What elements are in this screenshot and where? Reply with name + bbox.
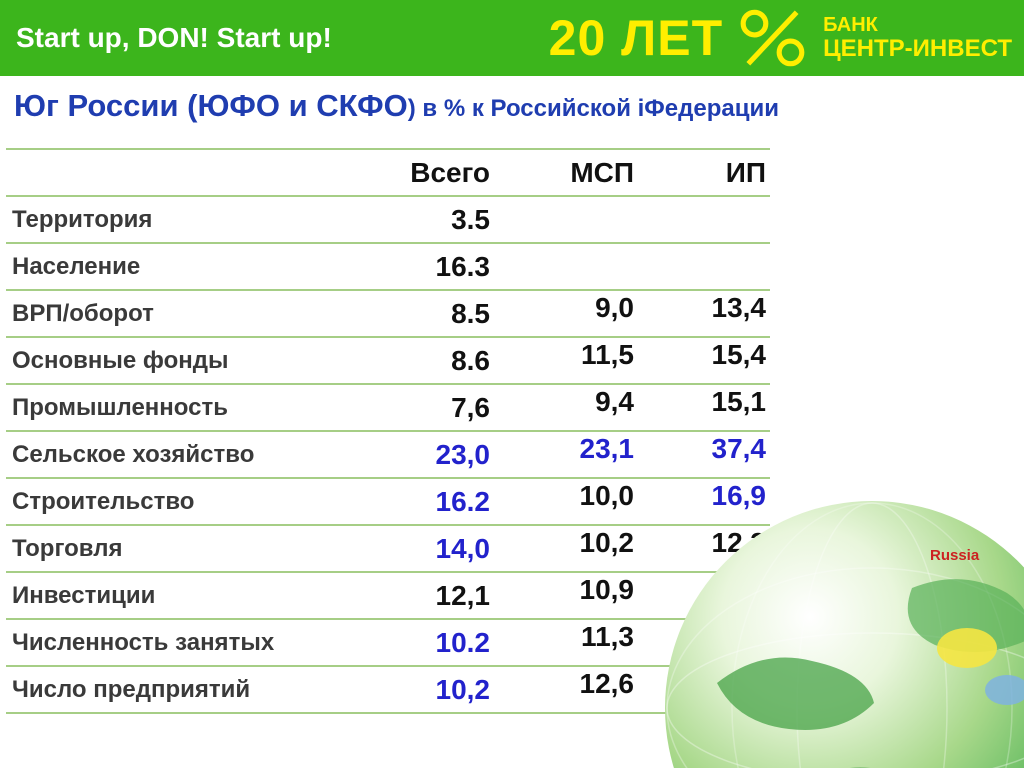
bank-name: БАНК ЦЕНТР-ИНВЕСТ	[823, 13, 1016, 62]
table-row: Численность занятых 10.2 11,3 18,1	[6, 620, 770, 667]
globe-russia-label: Russia	[930, 547, 980, 564]
cell-vsego: 3.5	[451, 203, 490, 235]
cell-msp: 9,4	[595, 385, 634, 417]
cell-ip: 15,1	[711, 385, 767, 417]
table-header-row: Всего МСП ИП	[6, 150, 770, 197]
table-row: Сельское хозяйство 23,0 23,1 37,4	[6, 432, 770, 479]
row-label: Основные фонды	[12, 346, 229, 374]
row-label: Торговля	[12, 534, 123, 562]
cell-vsego: 7,6	[451, 391, 490, 423]
table-row: Строительство 16.2 10,0 16,9	[6, 479, 770, 526]
cell-msp: 23,1	[579, 432, 635, 464]
table-row: Торговля 14,0 10,2 12,3	[6, 526, 770, 573]
top-banner: Start up, DON! Start up! 20 ЛЕТ БАНК ЦЕН…	[0, 0, 1024, 76]
header-vsego: Всего	[410, 156, 490, 188]
cell-vsego: 8.5	[451, 297, 490, 329]
cell-ip: 15,4	[711, 338, 767, 370]
cell-msp: 10,9	[579, 573, 635, 605]
slogan-text: Start up, DON! Start up!	[16, 22, 332, 53]
cell-vsego: 8.6	[451, 344, 490, 376]
cell-vsego: 10,2	[435, 673, 491, 705]
cell-vsego: 16.3	[435, 250, 491, 282]
cell-vsego: 23,0	[435, 438, 491, 470]
percent-logo-icon	[740, 9, 805, 67]
row-label: Строительство	[12, 487, 195, 515]
row-label: Инвестиции	[12, 581, 156, 609]
row-label: Промышленность	[12, 393, 228, 421]
table-row: Инвестиции 12,1 10,9 15,4	[6, 573, 770, 620]
row-label: Территория	[12, 205, 153, 233]
row-label: Число предприятий	[12, 675, 251, 703]
header-ip: ИП	[725, 156, 766, 188]
stats-table: Всего МСП ИП Территория 3.5 Население 16…	[6, 148, 770, 714]
cell-ip: 13,4	[711, 291, 767, 323]
slide-title-sub: ) в % к Российской iФедерации	[407, 95, 779, 122]
globe-image: Russia	[665, 501, 1024, 768]
cell-vsego: 10.2	[435, 626, 491, 658]
table-row: ВРП/оборот 8.5 9,0 13,4	[6, 291, 770, 338]
cell-vsego: 12,1	[435, 579, 491, 611]
cell-ip: 37,4	[711, 432, 767, 464]
table-row: Население 16.3	[6, 244, 770, 291]
anniversary-text: 20 ЛЕТ	[548, 10, 724, 66]
cell-msp: 10,0	[579, 479, 635, 511]
banner-brand-group: 20 ЛЕТ БАНК ЦЕНТР-ИНВЕСТ	[549, 7, 1024, 69]
cell-msp: 9,0	[595, 291, 634, 323]
slide-title: Юг России (ЮФО и СКФО) в % к Российской …	[14, 88, 1004, 124]
bank-name-line2: ЦЕНТР-ИНВЕСТ	[823, 34, 1012, 62]
cell-msp: 11,3	[581, 620, 634, 652]
table-row: Территория 3.5	[6, 197, 770, 244]
table-row: Промышленность 7,6 9,4 15,1	[6, 385, 770, 432]
cell-vsego: 16.2	[435, 485, 491, 517]
slide-title-main: Юг России (ЮФО и СКФО	[14, 88, 408, 123]
row-label: Численность занятых	[12, 628, 275, 656]
row-label: ВРП/оборот	[12, 299, 154, 327]
cell-ip: 16,9	[711, 479, 767, 511]
row-label: Сельское хозяйство	[12, 440, 255, 468]
bank-name-line1: БАНК	[823, 13, 878, 36]
header-msp: МСП	[570, 156, 634, 188]
cell-vsego: 14,0	[435, 532, 491, 564]
table-row: Число предприятий 10,2 12,6 21,8	[6, 667, 770, 714]
table-row: Основные фонды 8.6 11,5 15,4	[6, 338, 770, 385]
cell-msp: 12,6	[579, 667, 635, 699]
row-label: Население	[12, 252, 141, 280]
cell-msp: 10,2	[579, 526, 635, 558]
cell-msp: 11,5	[581, 338, 634, 370]
